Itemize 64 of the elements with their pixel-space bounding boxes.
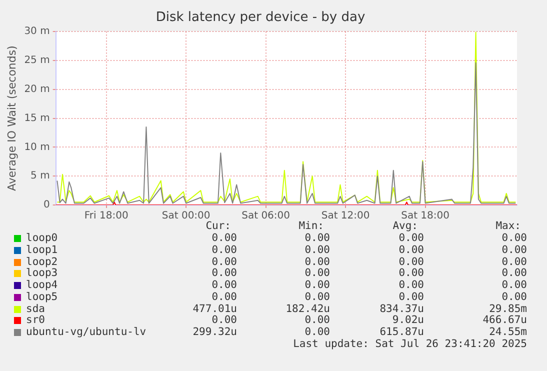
text: 477.01u [192,302,237,314]
text: 0.00 [304,290,330,303]
y-tick-label: 5 m [30,170,50,182]
text: 0.00 [502,279,527,291]
y-tick-label: 25 m [24,55,50,66]
text: 0.00 [212,290,237,303]
text: 0.00 [212,256,237,268]
legend-label: loop0 [26,232,58,244]
text: 0.00 [304,232,330,244]
text: 0.00 [304,256,330,268]
y-tick-label: 30 m [24,26,50,38]
text: Min: [298,220,324,232]
legend-label: loop3 [26,267,58,280]
text: 0.00 [212,314,237,326]
text: 29.85m [489,302,527,314]
text: 0.00 [212,279,237,291]
y-tick-label: 20 m [24,84,50,95]
chart-title: Disk latency per device - by day [156,10,366,26]
text: 0.00 [304,244,330,256]
text: 0.00 [398,244,424,256]
text: 0.00 [398,232,424,244]
text: Avg: [392,220,418,232]
text: 0.00 [398,267,424,280]
y-tick-label: 10 m [24,142,50,153]
y-axis-title: Average IO Wait (seconds) [5,46,18,191]
text: 834.37u [380,302,424,314]
text: 299.32u [192,326,237,338]
text: 0.00 [398,290,424,303]
legend-label: loop5 [26,290,58,303]
text: 0.00 [212,244,237,256]
text: 0.00 [398,279,424,291]
text: 0.00 [502,290,527,303]
text: 0.00 [304,279,330,291]
x-tick-label: Sat 06:00 [242,210,290,222]
x-tick-label: Sat 18:00 [401,210,450,222]
legend-label: ubuntu-vg/ubuntu-lv [26,326,146,338]
legend-label: loop1 [26,244,58,256]
text: Cur: [206,220,231,232]
text: 0.00 [502,267,527,280]
x-tick-label: Sat 00:00 [162,210,210,222]
x-tick-label: Fri 18:00 [84,210,128,222]
legend-label: loop2 [26,256,58,268]
x-tick-label: Sat 12:00 [321,210,370,222]
y-tick-label: 0 [43,200,50,211]
legend-label: loop4 [26,279,58,291]
text: 24.55m [489,326,527,338]
text: 0.00 [212,232,237,244]
legend-label: sda [26,302,45,314]
text: 0.00 [502,244,527,256]
text: 0.00 [304,314,330,326]
text: Max: [496,220,521,232]
legend-label: sr0 [26,314,45,326]
text: 0.00 [304,326,330,338]
y-tick-label: 15 m [24,112,50,124]
text: 182.42u [286,302,330,314]
text: 0.00 [212,267,237,280]
text: Last update: Sat Jul 26 23:41:20 2025 [293,338,527,350]
text: 615.87u [380,326,424,338]
text: 466.67u [482,314,527,326]
text: 0.00 [398,256,424,268]
text: 0.00 [502,256,527,268]
text: 9.02u [392,314,424,326]
text: 0.00 [304,267,330,280]
text: 0.00 [502,232,527,244]
